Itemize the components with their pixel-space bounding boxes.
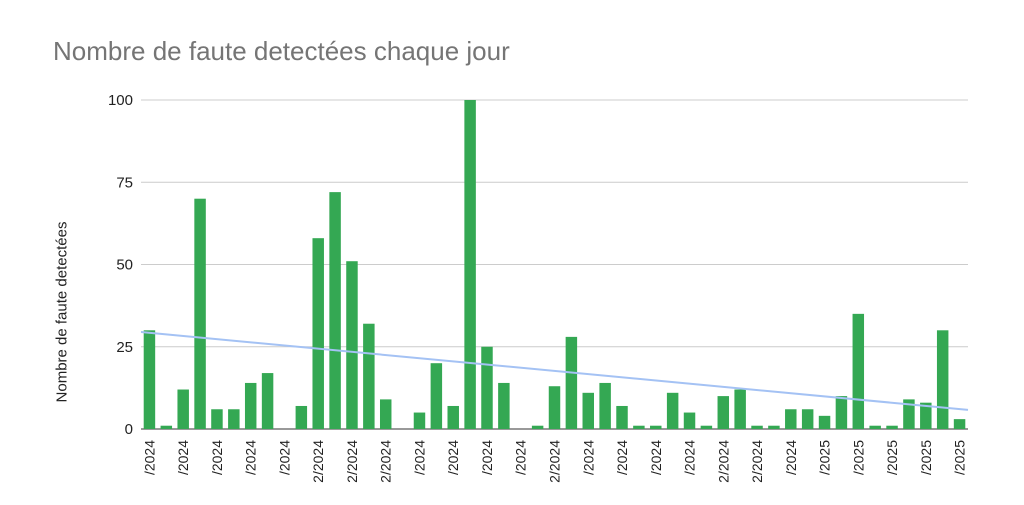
x-tick-label: /2024: [243, 440, 259, 475]
bar: [936, 330, 949, 429]
x-tick-label: /2024: [580, 440, 596, 475]
bar: [481, 346, 493, 429]
x-tick-label: /2024: [141, 440, 157, 475]
bar: [548, 386, 561, 429]
x-tick-label: /2025: [918, 440, 934, 475]
x-tick-label: /2024: [513, 440, 529, 475]
bar: [160, 425, 173, 429]
bar: [801, 409, 814, 429]
bar: [734, 389, 746, 429]
x-tick-label: 2/2024: [715, 440, 731, 483]
x-tick-label: /2025: [952, 440, 968, 475]
bar: [650, 425, 662, 429]
bar: [228, 409, 240, 429]
x-tick-label: 2/2024: [749, 440, 765, 483]
x-tick-label: /2025: [884, 440, 900, 475]
bar: [430, 363, 443, 429]
bar: [903, 399, 915, 429]
bar: [666, 392, 679, 429]
bar: [143, 330, 156, 429]
bar: [852, 313, 865, 429]
bar: [261, 373, 274, 429]
bar: [582, 392, 594, 429]
bar: [818, 415, 831, 429]
bar: [751, 425, 763, 429]
x-tick-label: /2024: [445, 440, 461, 475]
x-tick-label: /2024: [783, 440, 799, 475]
bar: [565, 336, 578, 429]
x-tick-label: 2/2024: [547, 440, 563, 483]
bar: [599, 382, 611, 429]
bar: [379, 399, 392, 429]
x-tick-label: /2024: [411, 440, 427, 475]
bar: [531, 425, 544, 429]
x-tick-label: /2025: [850, 440, 866, 475]
x-tick-label: /2024: [175, 440, 191, 475]
bar: [953, 419, 966, 429]
bar: [177, 389, 189, 429]
x-tick-label: /2025: [817, 440, 833, 475]
bar: [447, 405, 459, 429]
bar: [464, 100, 476, 429]
x-tick-label: 2/2024: [310, 440, 326, 483]
x-tick-label: /2024: [209, 440, 225, 475]
x-tick-label: /2024: [648, 440, 664, 475]
bar: [886, 425, 898, 429]
bar: [768, 425, 780, 429]
x-tick-label: /2024: [276, 440, 292, 475]
bar: [633, 425, 645, 429]
x-tick-label: 2/2024: [378, 440, 394, 483]
trend-line: [140, 330, 969, 411]
y-tick-label: 50: [116, 257, 133, 274]
bar: [700, 425, 713, 429]
bar: [346, 261, 358, 429]
bar: [835, 396, 848, 429]
bar: [194, 198, 206, 429]
chart-title: Nombre de faute detectées chaque jour: [53, 36, 510, 66]
bar: [683, 412, 696, 429]
bar: [717, 396, 730, 429]
bar: [295, 405, 308, 429]
bar: [363, 323, 375, 429]
bar: [616, 405, 628, 429]
bar: [211, 409, 223, 429]
x-tick-label: /2024: [682, 440, 698, 475]
x-tick-label: /2024: [614, 440, 630, 475]
bar: [869, 425, 881, 429]
x-tick-label: 2/2024: [344, 440, 360, 483]
x-tick-labels: /2024/2024/2024/2024/2024 2/2024 2/2024 2/2…: [141, 440, 967, 483]
y-tick-label: 75: [116, 174, 133, 191]
bar: [785, 409, 797, 429]
bar: [312, 238, 324, 429]
y-tick-label: 25: [116, 339, 133, 356]
bar: [329, 192, 341, 429]
y-tick-label: 100: [108, 92, 133, 109]
bar: [498, 382, 510, 429]
bar: [413, 412, 426, 429]
bar: [244, 382, 257, 429]
y-tick-label: 0: [125, 421, 133, 438]
x-tick-label: /2024: [479, 440, 495, 475]
bar: [920, 402, 932, 429]
